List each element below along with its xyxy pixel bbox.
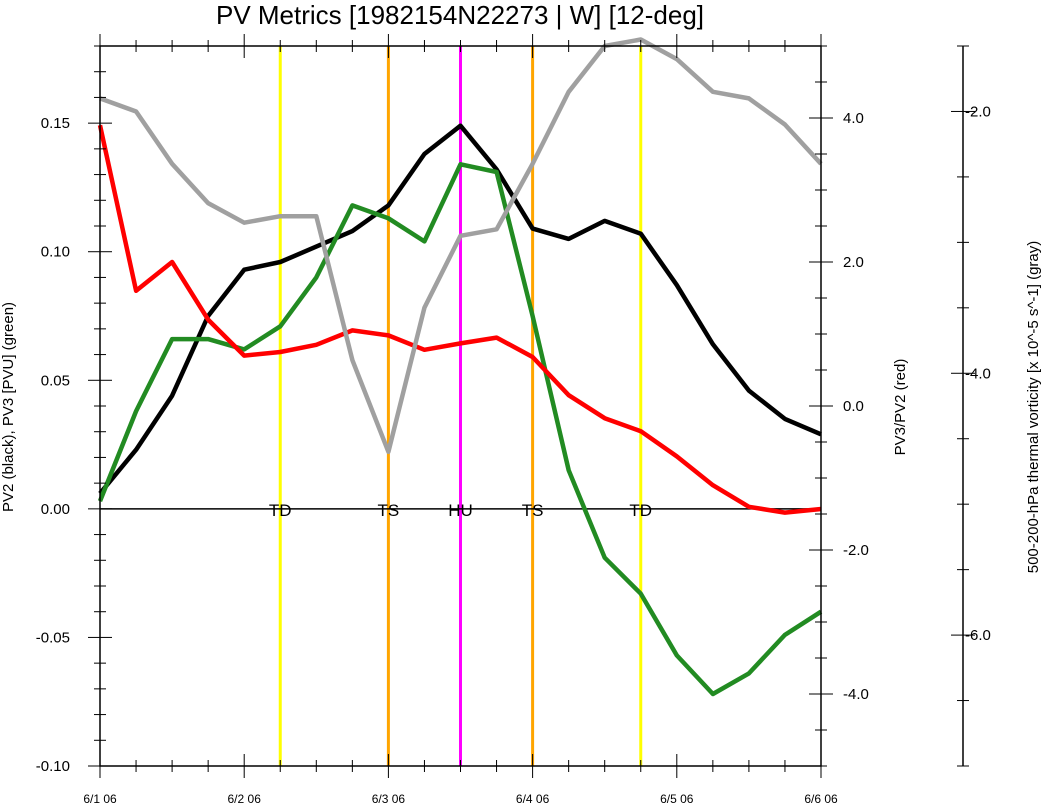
right-tick-label-2: 0.0 — [843, 398, 864, 415]
chart-title: PV Metrics [1982154N22273 | W] [12-deg] — [216, 0, 704, 30]
x-tick-label-5: 6/6 06 — [804, 792, 838, 805]
x-tick-label-2: 6/3 06 — [372, 792, 406, 805]
left-tick-label-3: 0.05 — [41, 372, 70, 389]
left-tick-label-5: 0.15 — [41, 115, 70, 132]
stage-label-3: TS — [522, 501, 544, 520]
x-tick-label-1: 6/2 06 — [228, 792, 262, 805]
stage-label-2: HU — [448, 501, 473, 520]
x-tick-label-4: 6/5 06 — [660, 792, 694, 805]
right-tick-label-3: 2.0 — [843, 254, 864, 271]
series-line-2 — [97, 124, 822, 515]
left-tick-label-4: 0.10 — [41, 244, 70, 261]
series-line-0 — [98, 123, 822, 495]
left-tick-label-1: -0.05 — [36, 629, 70, 646]
far-right-y-axis: -6.0 -4.0 -2.0 — [951, 45, 991, 767]
right-tick-label-4: 4.0 — [843, 110, 864, 127]
left-y-axis: -0.10 -0.05 0.00 0.05 0.10 0.15 — [36, 45, 112, 775]
left-tick-label-0: -0.10 — [36, 758, 70, 775]
x-axis: 6/1 06 6/2 06 6/3 06 6/4 06 6/5 06 6/6 06 — [83, 34, 838, 806]
right-tick-label-0: -4.0 — [843, 686, 869, 703]
stage-label-4: TD — [629, 501, 652, 520]
far-right-tick-label-1: -4.0 — [965, 365, 991, 382]
left-tick-label-2: 0.00 — [41, 501, 70, 518]
x-tick-label-3: 6/4 06 — [516, 792, 550, 805]
series-lines — [97, 37, 823, 697]
right-tick-label-1: -2.0 — [843, 542, 869, 559]
right-axis-label: PV3/PV2 (red) — [892, 359, 909, 456]
storm-stage-labels: TD TS HU TS TD — [269, 501, 652, 520]
series-line-1 — [97, 162, 823, 697]
x-tick-label-0: 6/1 06 — [83, 792, 117, 805]
stage-label-1: TS — [378, 501, 400, 520]
far-right-tick-label-0: -6.0 — [965, 627, 991, 644]
series-line-3 — [99, 37, 823, 455]
right-y-axis: -4.0 -2.0 0.0 2.0 4.0 — [809, 45, 869, 767]
left-axis-label: PV2 (black), PV3 [PVU] (green) — [0, 302, 17, 512]
far-right-tick-label-2: -2.0 — [965, 103, 991, 120]
stage-label-0: TD — [269, 501, 292, 520]
far-right-axis-label: 500-200-hPa thermal vorticity [x 10^-5 s… — [1025, 241, 1042, 574]
